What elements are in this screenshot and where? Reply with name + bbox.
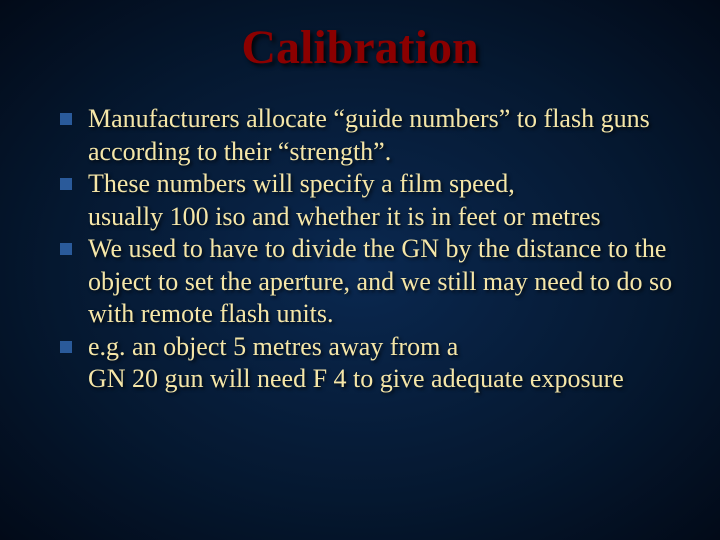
- list-item-text: These numbers will specify a film speed,: [88, 168, 515, 201]
- square-bullet-icon: [60, 243, 72, 255]
- square-bullet-icon: [60, 341, 72, 353]
- list-item: These numbers will specify a film speed,: [60, 168, 680, 201]
- slide: Calibration Manufacturers allocate “guid…: [0, 0, 720, 540]
- list-item: e.g. an object 5 metres away from a: [60, 331, 680, 364]
- list-item-text: e.g. an object 5 metres away from a: [88, 331, 458, 364]
- list-item: Manufacturers allocate “guide numbers” t…: [60, 103, 680, 168]
- list-item-text: usually 100 iso and whether it is in fee…: [88, 201, 601, 234]
- list-item-text: Manufacturers allocate “guide numbers” t…: [88, 103, 680, 168]
- list-item: usually 100 iso and whether it is in fee…: [60, 201, 680, 234]
- square-bullet-icon: [60, 178, 72, 190]
- list-item-text: GN 20 gun will need F 4 to give adequate…: [88, 363, 624, 396]
- list-item-text: We used to have to divide the GN by the …: [88, 233, 680, 331]
- list-item: We used to have to divide the GN by the …: [60, 233, 680, 331]
- list-item: GN 20 gun will need F 4 to give adequate…: [60, 363, 680, 396]
- slide-title: Calibration: [40, 20, 680, 75]
- square-bullet-icon: [60, 113, 72, 125]
- slide-body: Manufacturers allocate “guide numbers” t…: [40, 103, 680, 396]
